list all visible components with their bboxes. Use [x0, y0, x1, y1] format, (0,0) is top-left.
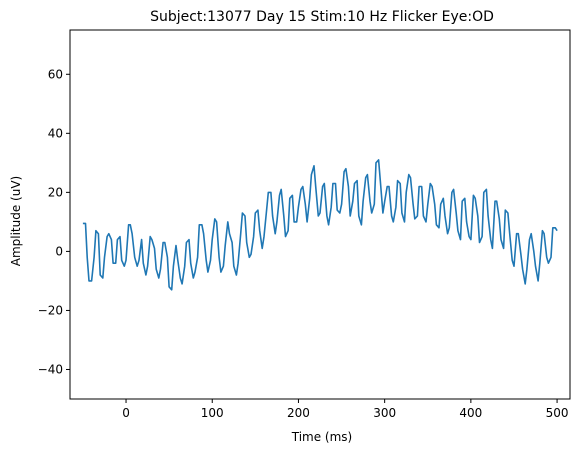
- series-line-0: [82, 159, 558, 291]
- y-axis: −40 −20 0 20 40 60: [38, 67, 70, 376]
- x-tick-label: 500: [546, 406, 569, 420]
- x-axis: 0 100 200 300 400 500: [122, 399, 569, 420]
- plot-area-frame: [69, 29, 571, 400]
- x-tick-label: 400: [459, 406, 482, 420]
- y-tick-label: 0: [55, 244, 63, 258]
- x-axis-label: Time (ms): [291, 430, 353, 444]
- x-tick-label: 100: [201, 406, 224, 420]
- y-tick-label: −20: [38, 303, 63, 317]
- chart-title: Subject:13077 Day 15 Stim:10 Hz Flicker …: [150, 9, 494, 25]
- y-tick-label: 60: [48, 67, 63, 81]
- y-tick-label: −40: [38, 362, 63, 376]
- y-tick-label: 20: [48, 185, 63, 199]
- y-tick-label: 40: [48, 126, 63, 140]
- y-axis-label: Amplitude (uV): [9, 176, 23, 267]
- series-layer: [82, 159, 558, 291]
- x-tick-label: 200: [287, 406, 310, 420]
- x-tick-label: 0: [122, 406, 130, 420]
- x-tick-label: 300: [373, 406, 396, 420]
